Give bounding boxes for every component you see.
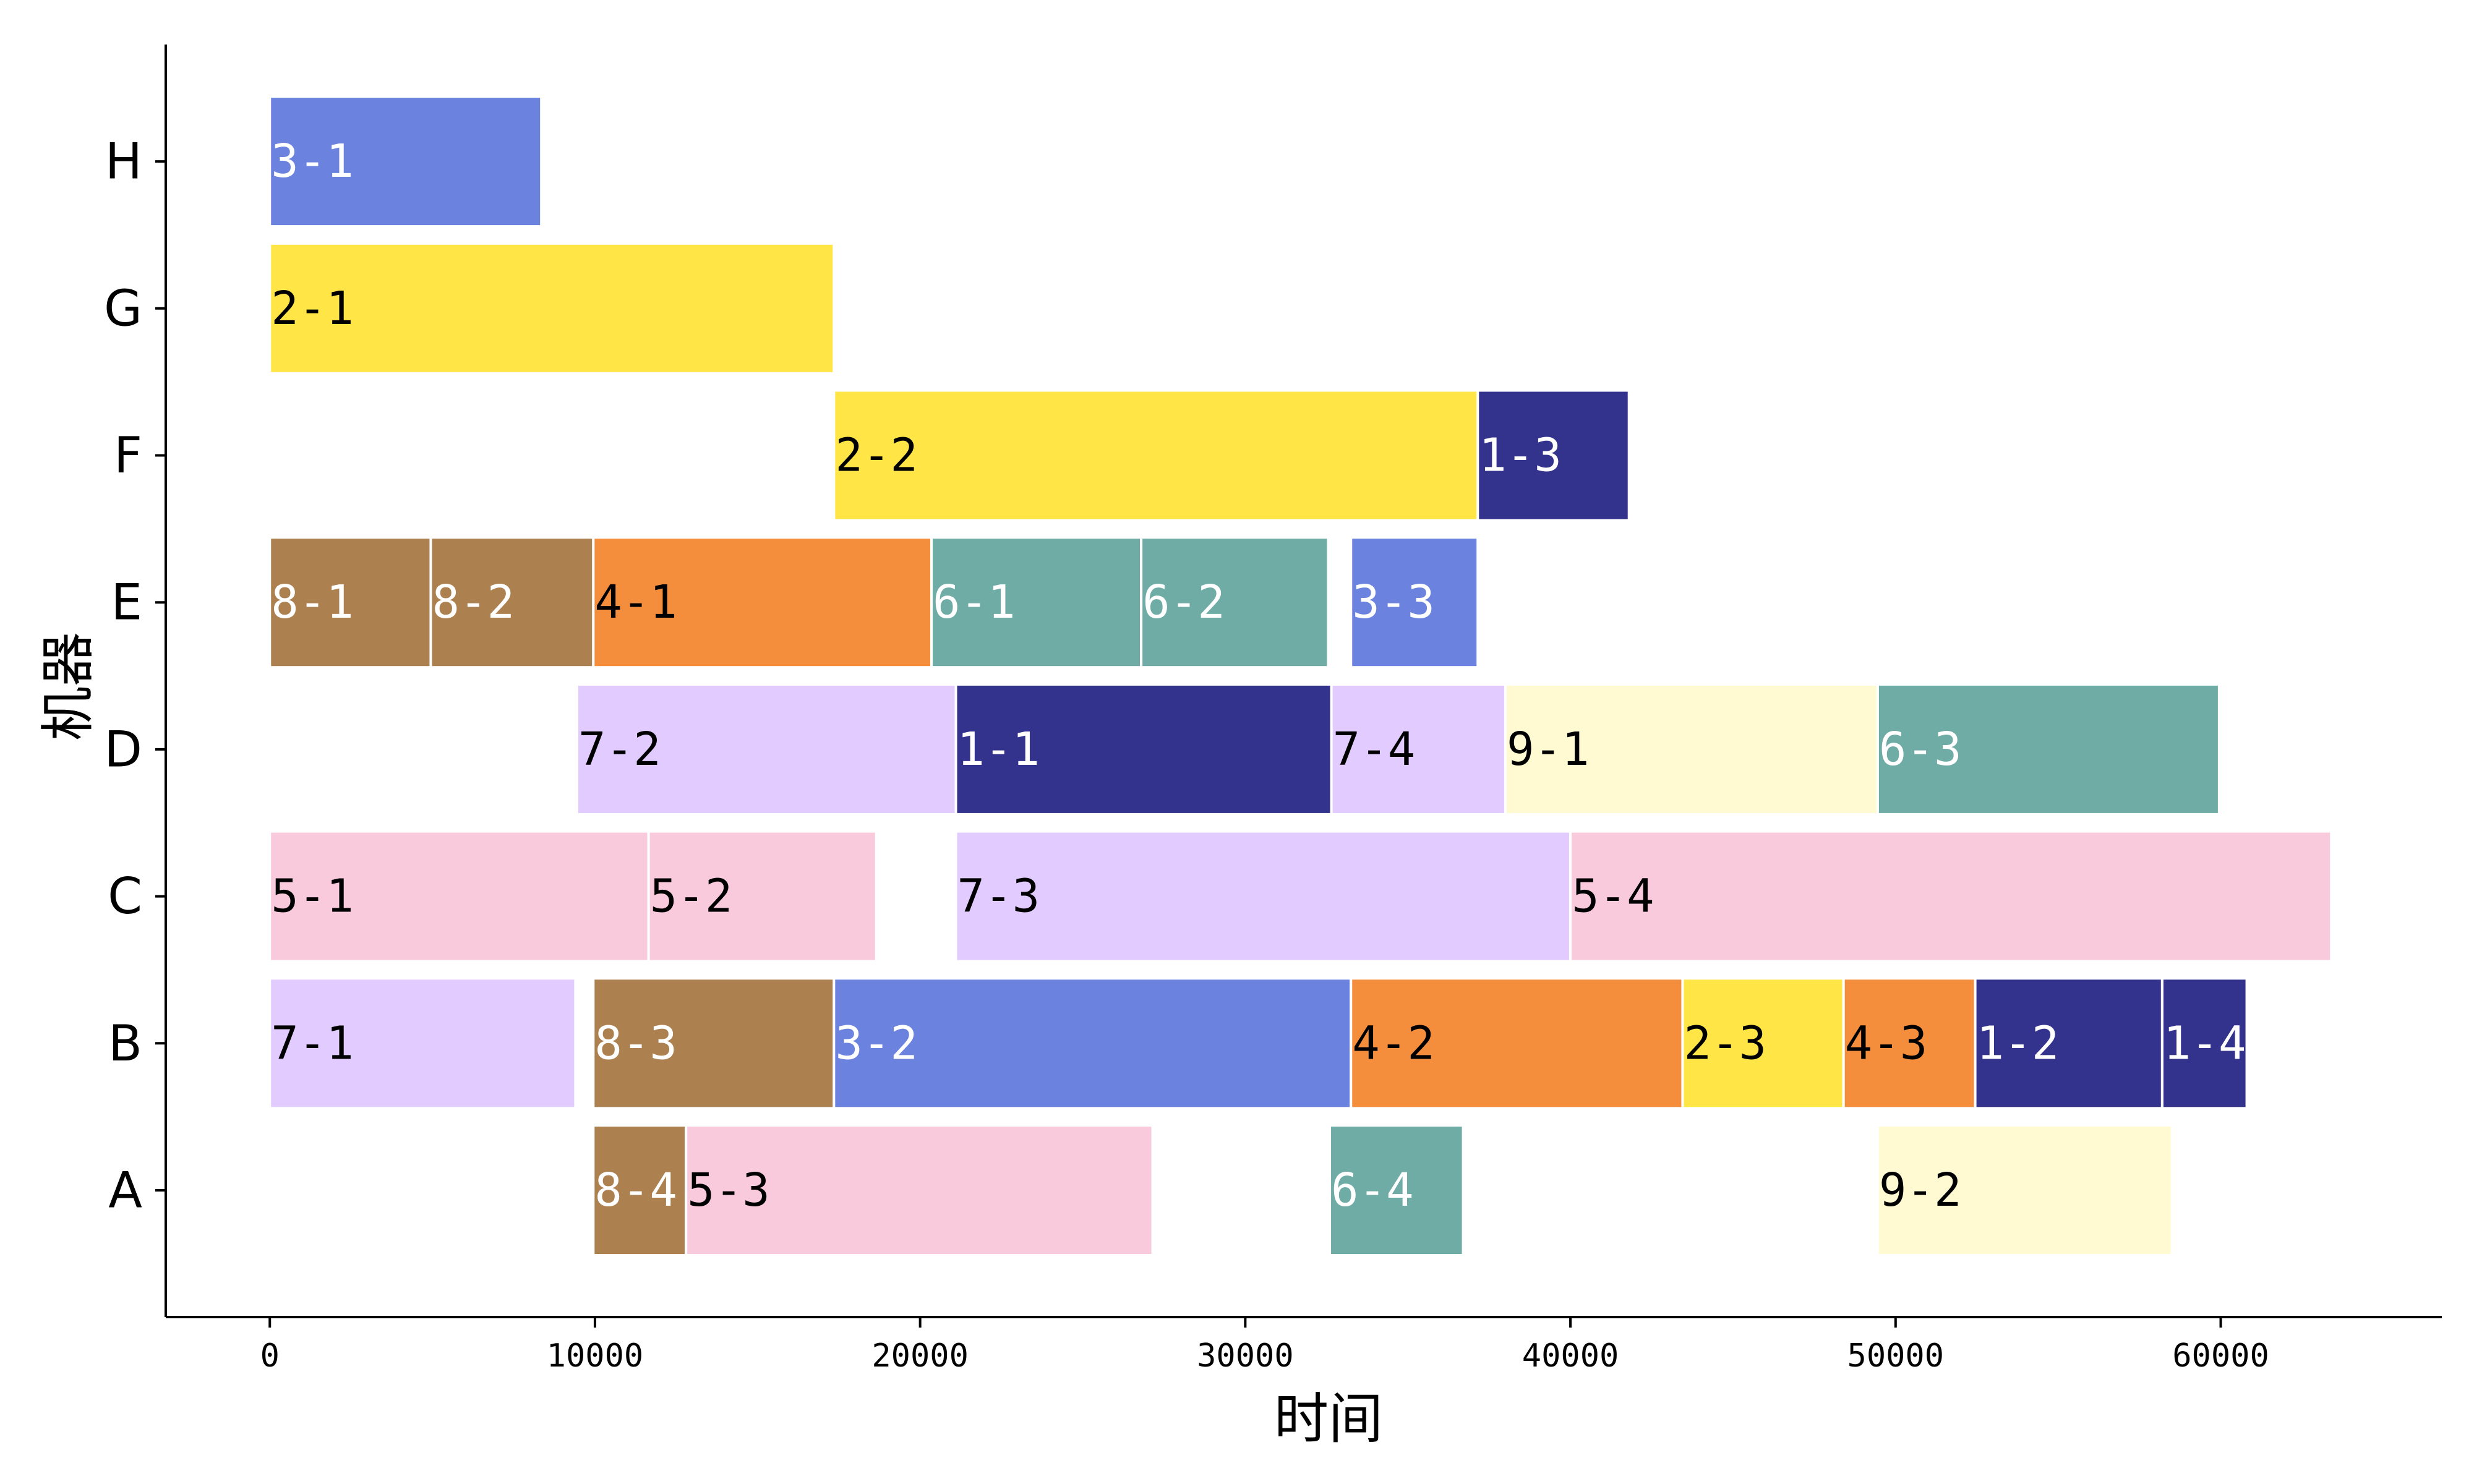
gantt-bar-1-1 [954,683,1333,816]
axes-layer [165,45,2442,1318]
gantt-bar-4-1 [592,536,933,669]
y-tick-label-G: G [104,279,142,337]
bar-label-5-1: 5-1 [271,870,354,923]
bar-label-2-1: 2-1 [271,282,354,335]
gantt-bar-2-3 [1681,977,1845,1110]
gantt-bar-8-1 [268,536,432,669]
bar-label-4-1: 4-1 [594,576,677,629]
gantt-bar-1-3 [1476,389,1630,522]
gantt-bar-3-2 [833,977,1353,1110]
gantt-bar-4-2 [1350,977,1684,1110]
x-tick-label: 30000 [1197,1337,1294,1375]
gantt-bar-7-1 [268,977,577,1110]
gantt-bar-9-2 [1876,1124,2173,1256]
bar-label-4-3: 4-3 [1845,1017,1928,1070]
bar-label-6-3: 6-3 [1879,723,1962,776]
x-tick-label: 10000 [547,1337,644,1375]
bar-label-7-2: 7-2 [578,723,661,776]
bar-label-3-1: 3-1 [271,135,354,188]
y-tick-label-H: H [105,133,142,190]
bar-label-9-2: 9-2 [1879,1164,1962,1217]
bar-label-2-2: 2-2 [835,429,918,482]
gantt-bar-5-3 [685,1124,1154,1256]
y-tick-label-A: A [108,1162,142,1219]
bar-label-5-4: 5-4 [1572,870,1654,923]
x-tick-label: 60000 [2172,1337,2269,1375]
bar-label-6-1: 6-1 [933,576,1016,629]
bar-label-6-2: 6-2 [1142,576,1225,629]
gantt-bar-2-2 [833,389,1479,522]
x-axis-title: 时间 [1274,1387,1383,1451]
x-tick-label: 50000 [1847,1337,1945,1375]
bar-label-5-3: 5-3 [687,1164,770,1217]
x-tick-label: 0 [260,1337,280,1375]
gantt-bar-2-1 [268,242,836,375]
bars-layer [268,95,2333,1256]
bar-label-1-3: 1-3 [1479,429,1562,482]
gantt-bar-9-1 [1504,683,1879,816]
bar-label-1-2: 1-2 [1977,1017,2060,1070]
gantt-bar-6-3 [1876,683,2220,816]
gantt-bar-1-2 [1974,977,2164,1110]
y-ticks: A B C D E F G H [104,133,166,1219]
y-tick-label-D: D [104,720,142,778]
bar-label-4-2: 4-2 [1352,1017,1435,1070]
y-tick-label-E: E [111,574,142,631]
bar-label-3-2: 3-2 [835,1017,918,1070]
y-axis-title: 机器 [36,632,100,741]
gantt-bar-5-4 [1569,830,2333,963]
gantt-bar-5-1 [268,830,650,963]
gantt-bar-6-1 [930,536,1143,669]
bar-label-5-2: 5-2 [650,870,733,923]
bar-label-1-1: 1-1 [957,723,1040,776]
gantt-bar-4-3 [1842,977,1977,1110]
gantt-bar-5-2 [647,830,878,963]
bar-label-7-4: 7-4 [1333,723,1416,776]
bar-labels-layer: 3-1 2-1 2-2 1-3 8-1 8-2 4-1 6-1 6-2 3-3 7-2 1-1 7-4 9… [271,135,2246,1217]
x-tick-label: 20000 [871,1337,969,1375]
y-tick-label-F: F [114,427,142,484]
bar-label-6-4: 6-4 [1331,1164,1414,1217]
gantt-bar-1-4 [2160,977,2248,1110]
bar-label-1-4: 1-4 [2164,1017,2246,1070]
bar-label-7-3: 7-3 [957,870,1040,923]
bar-label-8-4: 8-4 [594,1164,677,1217]
x-ticks: 0 10000 20000 30000 40000 50000 60000 [260,1317,2269,1375]
x-tick-label: 40000 [1522,1337,1619,1375]
bar-label-8-2: 8-2 [432,576,515,629]
gantt-bar-6-2 [1140,536,1330,669]
y-tick-label-B: B [108,1015,142,1072]
gantt-bar-6-4 [1329,1124,1465,1256]
bar-label-9-1: 9-1 [1507,723,1590,776]
gantt-bar-7-2 [576,683,957,816]
bar-label-8-3: 8-3 [594,1017,677,1070]
gantt-bar-7-3 [954,830,1572,963]
gantt-bar-3-1 [268,95,543,228]
gantt-bar-3-3 [1350,536,1479,669]
y-tick-label-C: C [108,868,142,925]
bar-label-7-1: 7-1 [271,1017,354,1070]
bar-label-3-3: 3-3 [1352,576,1435,629]
gantt-bar-8-3 [592,977,836,1110]
bar-label-2-3: 2-3 [1684,1017,1766,1070]
bar-label-8-1: 8-1 [271,576,354,629]
